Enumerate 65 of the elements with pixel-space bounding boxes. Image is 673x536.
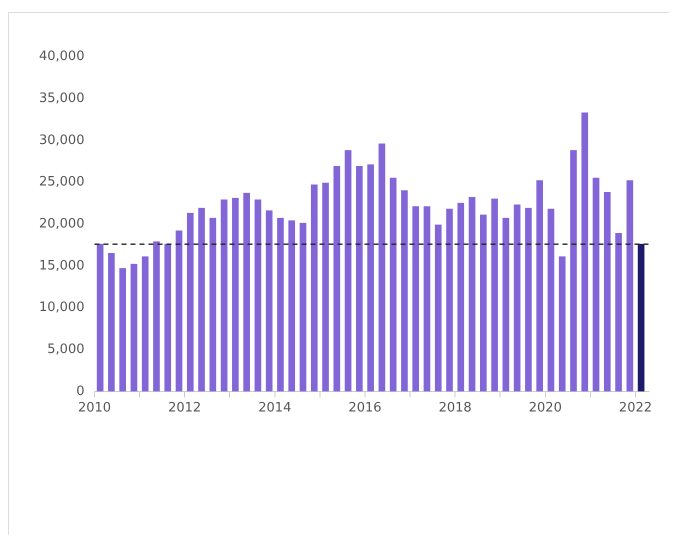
bar	[638, 244, 644, 392]
y-tick-label: 40,000	[38, 49, 84, 64]
y-tick-label: 15,000	[38, 258, 84, 274]
bar	[367, 164, 374, 392]
bar	[536, 180, 544, 392]
bar	[378, 143, 386, 392]
bar	[243, 192, 250, 392]
bar	[198, 208, 205, 392]
bar	[232, 198, 239, 392]
bar	[130, 264, 138, 392]
bar	[344, 150, 352, 392]
bar	[480, 214, 487, 392]
bar	[468, 197, 476, 392]
bar	[266, 210, 273, 392]
bar	[446, 208, 453, 392]
y-tick-label: 20,000	[38, 216, 84, 232]
bar	[626, 180, 634, 392]
bar	[220, 200, 228, 392]
x-tick-label: 2016	[348, 400, 382, 416]
bar	[96, 244, 104, 392]
y-tick-label: 30,000	[38, 132, 84, 148]
bar	[424, 206, 430, 392]
y-tick-label: 0	[76, 384, 84, 399]
bar	[491, 198, 498, 392]
bar	[300, 222, 306, 392]
x-tick-label: 2012	[168, 400, 202, 416]
y-tick-label: 35,000	[38, 91, 84, 106]
bar	[176, 230, 182, 392]
bar	[333, 166, 340, 392]
bar	[356, 166, 363, 392]
x-tick-label: 2018	[438, 400, 472, 416]
bar	[581, 112, 588, 392]
bar	[108, 253, 115, 392]
bar	[277, 218, 284, 392]
bar	[142, 256, 149, 392]
bar	[186, 212, 194, 392]
bar	[310, 184, 318, 392]
bar	[434, 224, 442, 392]
bar	[525, 208, 532, 392]
x-tick-label: 2022	[618, 400, 652, 416]
bar	[390, 178, 396, 392]
y-tick-label: 5,000	[47, 342, 84, 357]
bar	[604, 192, 611, 392]
bar	[592, 178, 600, 392]
bar	[153, 241, 160, 392]
bar	[615, 232, 622, 392]
bar	[210, 218, 216, 392]
bar	[457, 202, 464, 392]
x-tick-label: 2014	[258, 400, 292, 416]
bar	[254, 200, 262, 392]
bar	[412, 206, 420, 392]
bar	[322, 182, 329, 392]
y-tick-label: 25,000	[38, 174, 84, 190]
y-tick-label: 10,000	[38, 300, 84, 316]
x-tick-label: 2020	[528, 400, 562, 416]
bar	[119, 268, 126, 392]
bar	[570, 150, 577, 392]
bar	[548, 208, 554, 392]
bar	[164, 244, 172, 392]
bar	[401, 190, 408, 392]
x-tick-label: 2010	[78, 400, 112, 416]
bar	[502, 218, 510, 392]
bar	[288, 220, 296, 392]
bar	[514, 204, 520, 392]
bar	[558, 256, 566, 392]
